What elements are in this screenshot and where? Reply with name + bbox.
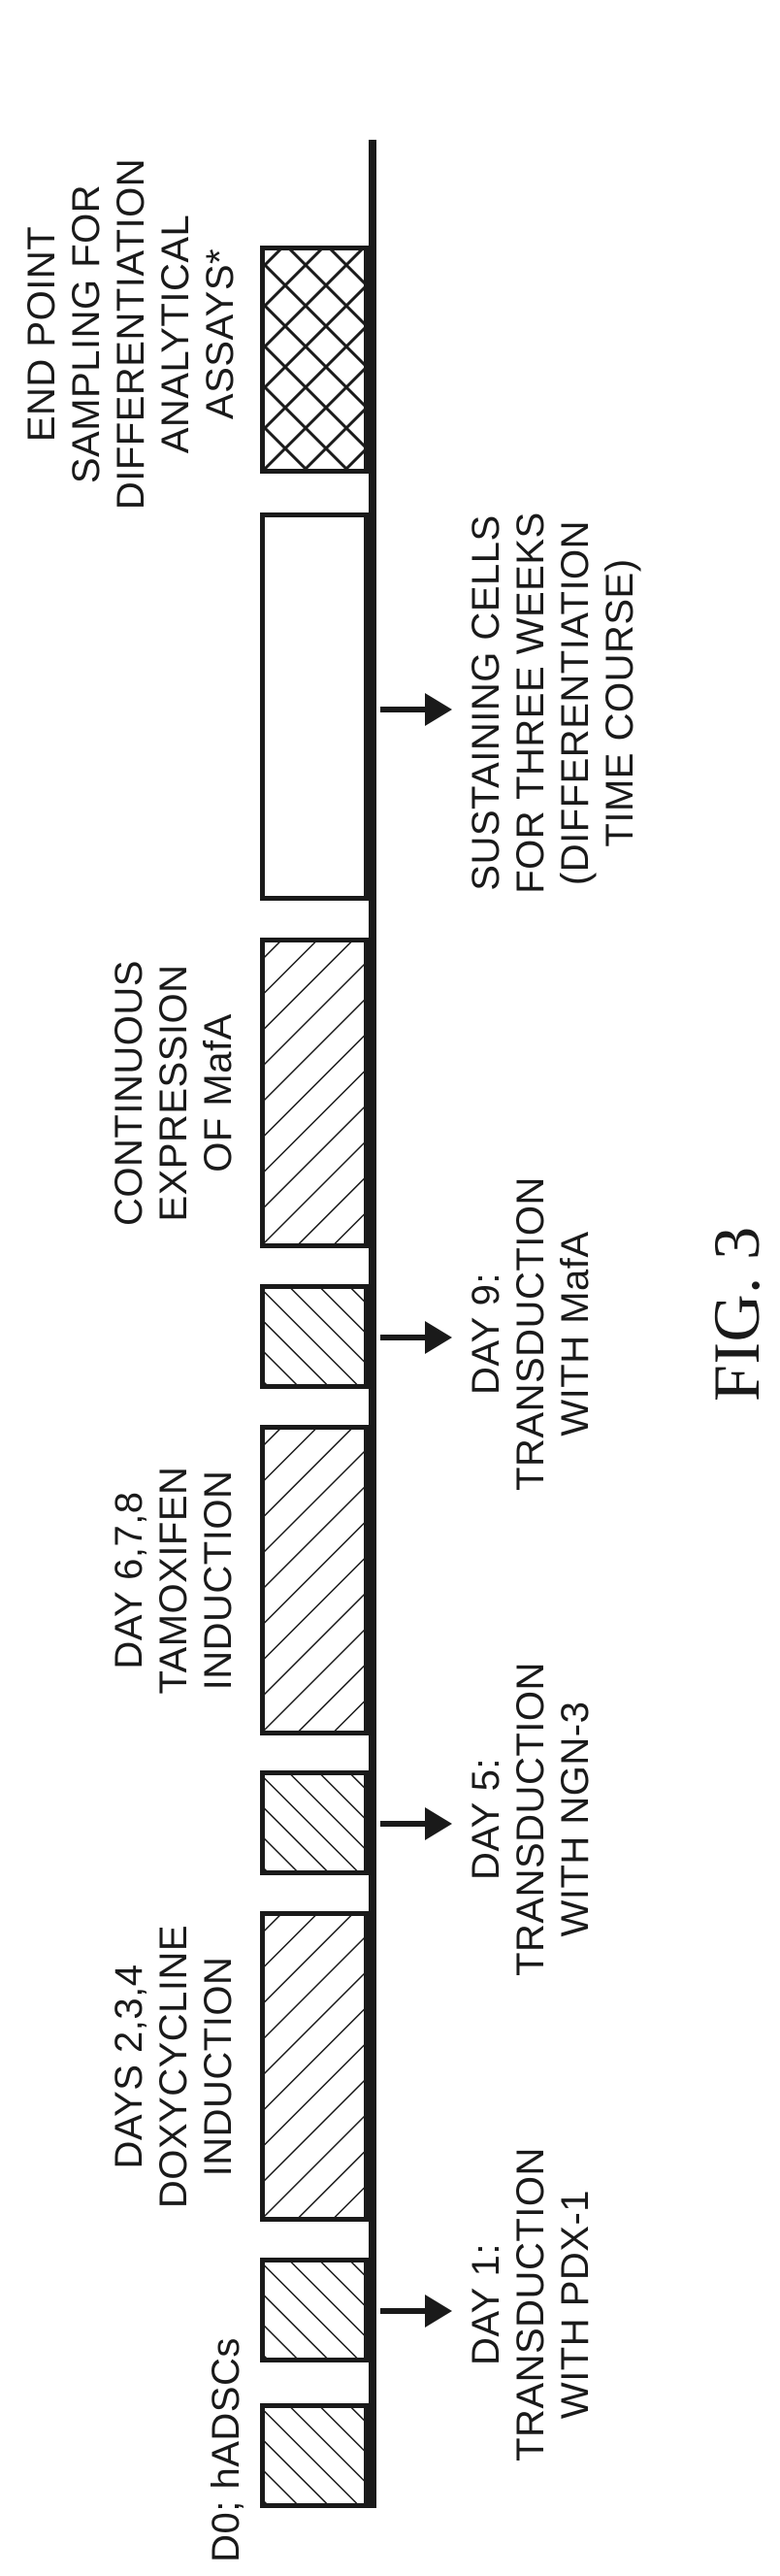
box-sustaining — [260, 512, 369, 901]
label-endpoint: END POINTSAMPLING FORDIFFERENTIATIONANAL… — [19, 130, 243, 538]
label-day1: DAY 1:TRANSDUCTIONWITH PDX-1 — [464, 2139, 598, 2469]
hatch-pattern — [265, 1430, 364, 1731]
box-days234 — [260, 1911, 369, 2222]
hatch-pattern — [265, 2408, 364, 2503]
hatch-pattern — [265, 1916, 364, 2217]
hatch-pattern — [265, 1289, 364, 1384]
figure-stage: D0; hADSCs DAY 1:TRANSDUCTIONWITH PDX-1 … — [0, 0, 780, 2566]
figure-caption: FIG. 3 — [699, 1226, 775, 1402]
label-continuous-mafa: CONTINUOUSEXPRESSIONOF MafA — [107, 938, 241, 1248]
arrow-day1 — [380, 2308, 433, 2314]
label-days678: DAY 6,7,8TAMOXIFENINDUCTION — [107, 1425, 241, 1735]
hatch-pattern — [265, 250, 364, 469]
label-sustaining: SUSTAINING CELLSFOR THREE WEEKS(DIFFEREN… — [464, 499, 642, 907]
label-days234: DAYS 2,3,4DOXYCYCLINEINDUCTION — [107, 1911, 241, 2222]
box-d0-hadscs — [260, 2403, 369, 2508]
box-day1 — [260, 2258, 369, 2362]
arrow-day5 — [380, 1821, 433, 1827]
label-d0: D0; hADSCs — [204, 2324, 248, 2576]
arrow-day9 — [380, 1335, 433, 1340]
label-day9: DAY 9:TRANSDUCTIONWITH MafA — [464, 1169, 598, 1499]
box-days678 — [260, 1425, 369, 1735]
box-continuous-mafa — [260, 938, 369, 1248]
label-day5: DAY 5:TRANSDUCTIONWITH NGN-3 — [464, 1654, 598, 1984]
timeline-bar — [369, 140, 376, 2508]
arrow-sustaining — [380, 707, 433, 712]
hatch-pattern — [265, 942, 364, 1243]
box-endpoint — [260, 246, 369, 474]
hatch-pattern — [265, 2262, 364, 2358]
box-day9 — [260, 1284, 369, 1389]
box-day5 — [260, 1770, 369, 1875]
hatch-pattern — [265, 1775, 364, 1870]
